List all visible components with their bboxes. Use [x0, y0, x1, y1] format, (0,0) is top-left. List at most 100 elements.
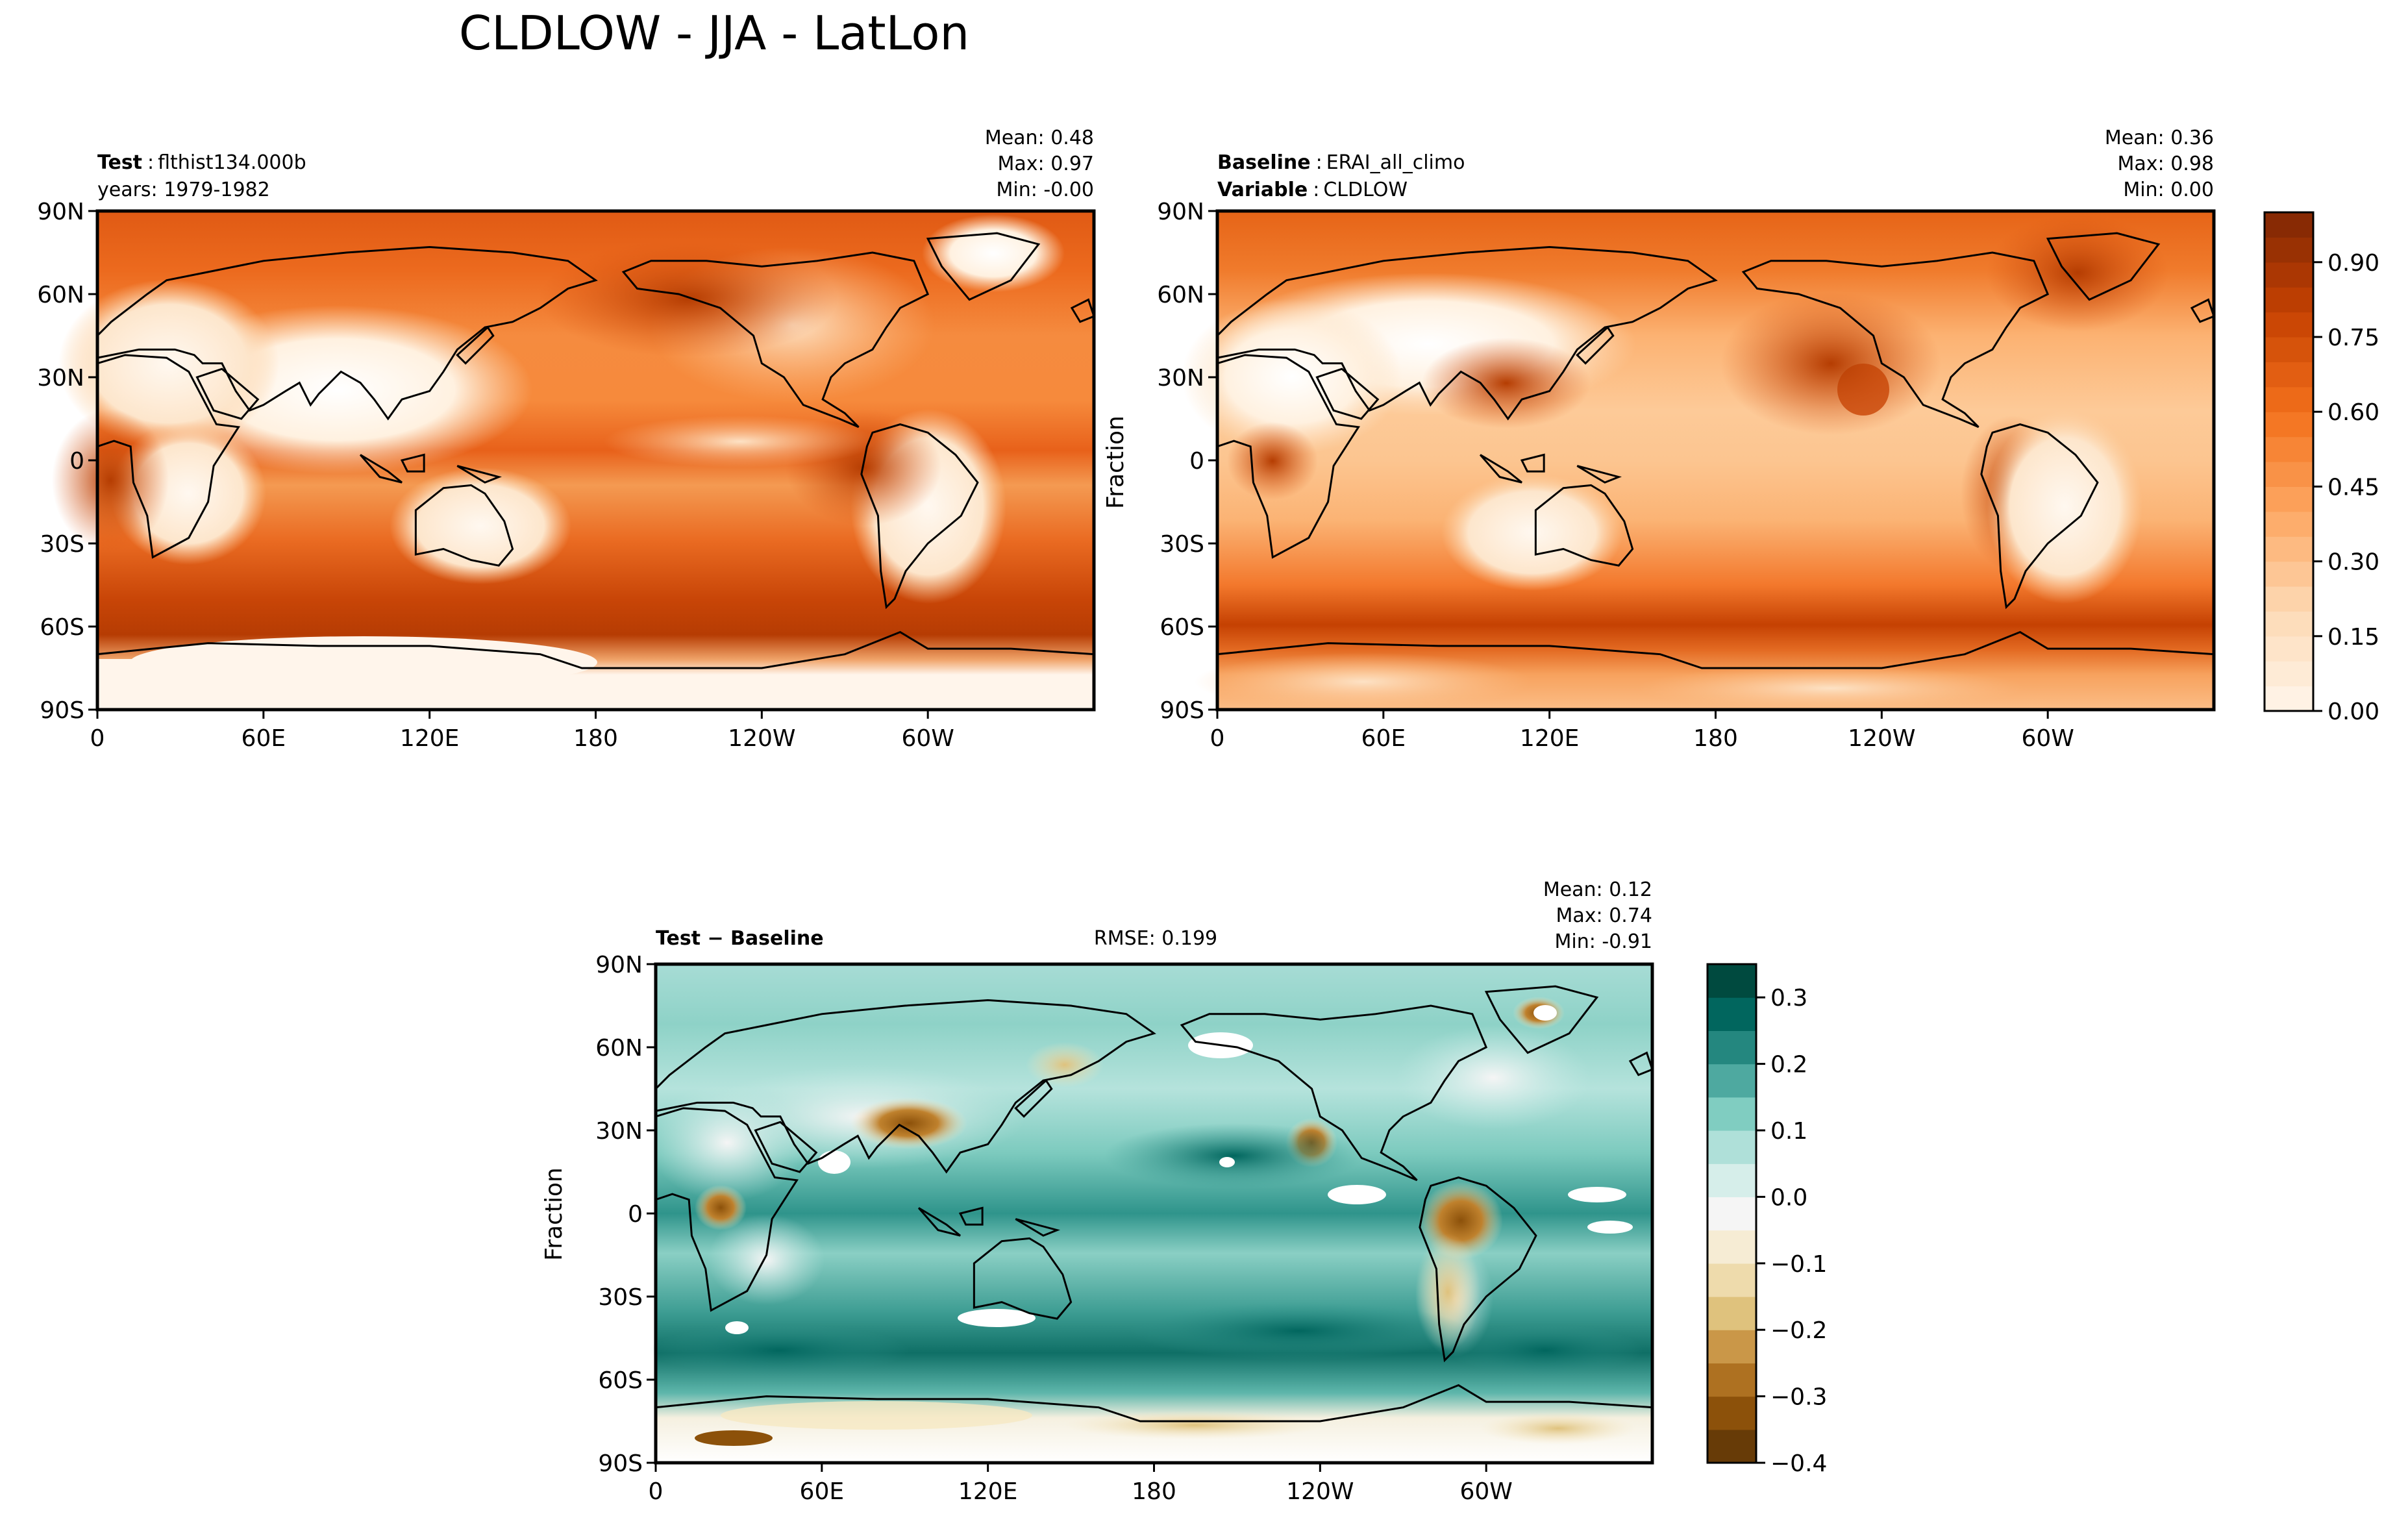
- diff-rmse: RMSE: 0.199: [1094, 927, 1217, 950]
- colorbar-tick-label: 0.75: [2327, 325, 2379, 351]
- colorbar-tick-label: 0.3: [1770, 985, 1807, 1012]
- lat-tick-label: 90S: [598, 1450, 643, 1477]
- lat-tick-label: 30S: [40, 531, 84, 558]
- lat-tick-label: 60N: [595, 1035, 643, 1062]
- colorbar-level: [2265, 536, 2313, 562]
- test-lon-ticks: 0 60E 120E 180 120W 60W: [90, 710, 954, 752]
- lat-tick-label: 0: [1189, 448, 1204, 475]
- colorbar-tick-label: 0.60: [2327, 399, 2379, 426]
- colorbar-level: [2265, 386, 2313, 412]
- test-years: years: 1979-1982: [97, 179, 270, 201]
- baseline-stat-min: Min: 0.00: [2123, 179, 2214, 201]
- colorbar-level: [2265, 586, 2313, 612]
- lon-tick-label: 120W: [1848, 725, 1915, 752]
- lon-tick-label: 180: [1693, 725, 1738, 752]
- baseline-stat-max: Max: 0.98: [2118, 153, 2214, 175]
- diff-stat-mean: Mean: 0.12: [1543, 878, 1652, 901]
- colorbar-level: [1707, 1297, 1756, 1330]
- test-lat-ticks: 90N 60N 30N 0 30S 60S 90S: [37, 199, 97, 724]
- test-stat-min: Min: -0.00: [997, 179, 1095, 201]
- lat-tick-label: 60S: [40, 614, 84, 641]
- lon-tick-label: 180: [1132, 1478, 1176, 1505]
- colorbar-tick-label: −0.1: [1770, 1251, 1827, 1278]
- lon-tick-label: 120E: [958, 1478, 1017, 1505]
- lat-tick-label: 90S: [1160, 697, 1204, 724]
- baseline-ylabel: Fraction: [1102, 416, 1129, 509]
- colorbar-tick-label: 0.0: [1770, 1184, 1807, 1211]
- lat-tick-label: 30N: [1157, 365, 1204, 392]
- baseline-header: Baseline: ERAI_all_climo: [1217, 151, 1465, 174]
- diff-stat-max: Max: 0.74: [1556, 904, 1652, 927]
- colorbar-level: [2265, 636, 2313, 662]
- lat-tick-label: 60S: [1160, 614, 1204, 641]
- colorbar-level: [1707, 964, 1756, 998]
- lat-tick-label: 90N: [37, 199, 84, 225]
- lon-tick-label: 120E: [1520, 725, 1579, 752]
- colorbar-tick-label: −0.4: [1770, 1450, 1827, 1477]
- colorbar-level: [1707, 1230, 1756, 1264]
- diff-colorbar: 0.3 0.2 0.1 0.0 −0.1 −0.2 −0.3 −0.4: [1706, 963, 1827, 1477]
- colorbar-tick-label: 0.45: [2327, 474, 2379, 501]
- baseline-variable: Variable: CLDLOW: [1217, 179, 1408, 201]
- colorbar-tick-label: 0.90: [2327, 250, 2379, 277]
- panel-baseline: Baseline: ERAI_all_climo Variable: CLDLOW …: [1102, 127, 2216, 752]
- colorbar-tick-label: 0.1: [1770, 1118, 1807, 1145]
- lat-tick-label: 60N: [1157, 282, 1204, 308]
- lon-tick-label: 0: [649, 1478, 664, 1505]
- colorbar-level: [2265, 686, 2313, 712]
- colorbar-level: [1707, 1063, 1756, 1098]
- colorbar-level: [1707, 1363, 1756, 1397]
- test-field: [52, 211, 1094, 710]
- colorbar-level: [1707, 1263, 1756, 1297]
- colorbar-level: [2265, 462, 2313, 487]
- lon-tick-label: 120W: [728, 725, 795, 752]
- lat-tick-label: 0: [628, 1201, 643, 1228]
- colorbar-level: [2265, 212, 2313, 238]
- lat-tick-label: 90N: [595, 952, 643, 978]
- diff-stat-min: Min: -0.91: [1555, 930, 1653, 953]
- lon-tick-label: 60E: [242, 725, 286, 752]
- colorbar-level: [1707, 1429, 1756, 1463]
- lat-tick-label: 0: [69, 448, 84, 475]
- panel-test: Test: flthist134.000b years: 1979-1982 Me…: [37, 127, 1096, 752]
- baseline-stat-mean: Mean: 0.36: [2105, 127, 2214, 149]
- colorbar-level: [2265, 611, 2313, 637]
- colorbar-frame: [1706, 963, 1757, 1464]
- lon-tick-label: 120E: [400, 725, 459, 752]
- colorbar-level: [2265, 486, 2313, 512]
- diff-field: [649, 964, 1652, 1463]
- orange-colorbar: 0.00 0.15 0.30 0.45 0.60 0.75 0.90: [2263, 211, 2379, 725]
- lat-tick-label: 30N: [37, 365, 84, 392]
- colorbar-tick-label: 0.30: [2327, 549, 2379, 576]
- baseline-lon-ticks: 0 60E 120E 180 120W 60W: [1210, 710, 2074, 752]
- diff-ylabel: Fraction: [541, 1167, 567, 1261]
- colorbar-level: [1707, 1330, 1756, 1363]
- diff-lat-ticks: 90N 60N 30N 0 30S 60S 90S: [595, 952, 656, 1477]
- figure-title: CLDLOW - JJA - LatLon: [459, 6, 969, 60]
- panel-diff: Test − Baseline RMSE: 0.199 Mean: 0.12 M…: [541, 878, 1654, 1505]
- lon-tick-label: 60W: [901, 725, 954, 752]
- test-stat-max: Max: 0.97: [998, 153, 1094, 175]
- test-header: Test: flthist134.000b: [97, 151, 306, 174]
- lat-tick-label: 30S: [598, 1284, 643, 1311]
- colorbar-level: [1707, 1130, 1756, 1164]
- colorbar-level: [2265, 362, 2313, 388]
- lon-tick-label: 0: [1210, 725, 1225, 752]
- diff-lon-ticks: 0 60E 120E 180 120W 60W: [649, 1463, 1513, 1505]
- lat-tick-label: 90S: [40, 697, 84, 724]
- colorbar-level: [2265, 436, 2313, 462]
- colorbar-frame: [2263, 211, 2315, 712]
- colorbar-level: [2265, 237, 2313, 263]
- lat-tick-label: 30S: [1160, 531, 1204, 558]
- colorbar-level: [1707, 997, 1756, 1031]
- lon-tick-label: 120W: [1286, 1478, 1354, 1505]
- baseline-lat-ticks: 90N 60N 30N 0 30S 60S 90S: [1157, 199, 1217, 724]
- colorbar-level: [2265, 262, 2313, 288]
- colorbar-level: [1707, 1163, 1756, 1197]
- lat-tick-label: 60S: [598, 1367, 643, 1394]
- colorbar-level: [2265, 287, 2313, 313]
- lon-tick-label: 60W: [1459, 1478, 1512, 1505]
- colorbar-tick-label: −0.3: [1770, 1384, 1827, 1411]
- colorbar-tick-label: −0.2: [1770, 1317, 1827, 1344]
